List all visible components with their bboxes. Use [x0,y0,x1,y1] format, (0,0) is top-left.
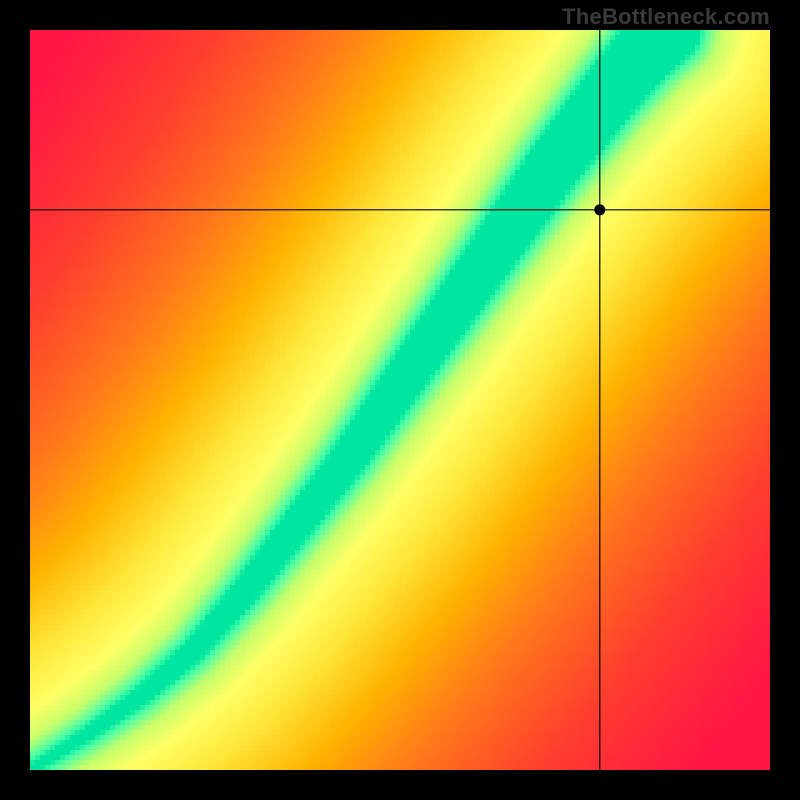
heatmap-canvas [30,30,770,770]
plot-area [30,30,770,770]
watermark-text: TheBottleneck.com [562,4,770,30]
chart-container: TheBottleneck.com [0,0,800,800]
